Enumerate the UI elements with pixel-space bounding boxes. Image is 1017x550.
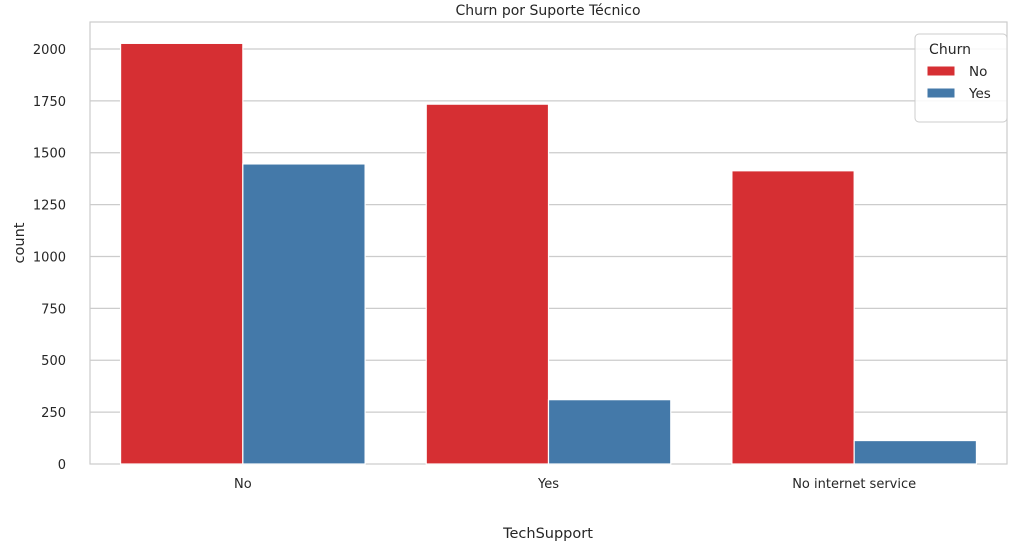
x-axis-label: TechSupport bbox=[502, 526, 593, 542]
legend-items: No Yes bbox=[926, 64, 991, 102]
bars bbox=[119, 42, 978, 465]
y-tick-label: 250 bbox=[41, 406, 66, 421]
y-tick-labels: 0 250 500 750 1000 1250 1500 1750 2000 bbox=[33, 43, 66, 473]
legend-title: Churn bbox=[929, 42, 971, 58]
legend-label-no: No bbox=[969, 64, 987, 80]
y-tick-label: 2000 bbox=[33, 43, 66, 58]
y-tick-label: 1000 bbox=[33, 250, 66, 265]
legend-swatch-yes bbox=[926, 87, 956, 99]
legend-swatch-no bbox=[926, 65, 956, 77]
bar-no-churn-no bbox=[119, 42, 244, 465]
y-tick-label: 1500 bbox=[33, 147, 66, 162]
legend-label-yes: Yes bbox=[968, 86, 991, 102]
legend-box bbox=[914, 33, 1008, 123]
x-tick-label: No bbox=[234, 477, 252, 492]
y-tick-label: 500 bbox=[41, 354, 66, 369]
bar-yes-churn-yes bbox=[547, 399, 672, 465]
y-axis-label: count bbox=[12, 222, 28, 263]
chart-title: Churn por Suporte Técnico bbox=[455, 3, 640, 19]
bar-no-internet-service-churn-no bbox=[731, 170, 855, 465]
bar-no-churn-yes bbox=[242, 163, 366, 465]
x-tick-label: Yes bbox=[537, 477, 559, 492]
legend: Churn No Yes bbox=[914, 33, 1008, 123]
bar-no-internet-service-churn-yes bbox=[853, 439, 978, 465]
y-tick-label: 1750 bbox=[33, 95, 66, 110]
y-tick-label: 0 bbox=[58, 458, 66, 473]
x-tick-label: No internet service bbox=[792, 477, 916, 492]
bar-yes-churn-no bbox=[425, 103, 550, 465]
x-tick-labels: No Yes No internet service bbox=[234, 477, 916, 492]
y-tick-label: 1250 bbox=[33, 199, 66, 214]
plot-area: 0 250 500 750 1000 1250 1500 1750 2000 No Yes No i… bbox=[33, 21, 1008, 492]
y-tick-label: 750 bbox=[41, 302, 66, 317]
